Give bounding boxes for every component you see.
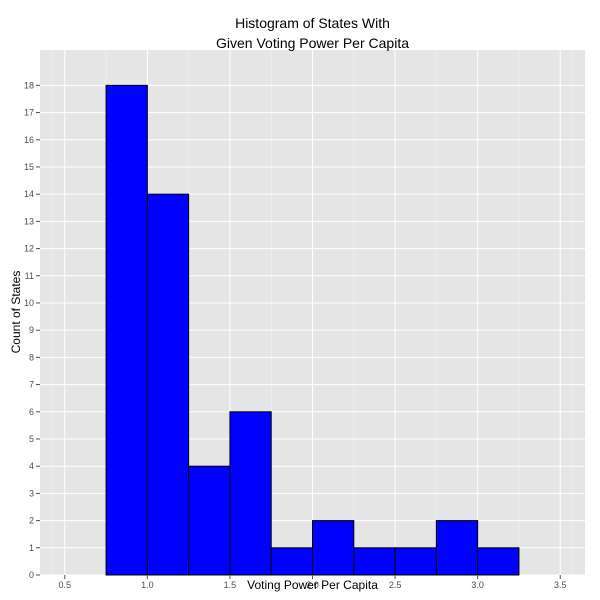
histogram-bar-8 (394, 547, 437, 576)
x-axis-label: Voting Power Per Capita (247, 578, 378, 592)
chart-title-line-1: Histogram of States With (235, 15, 390, 31)
x-tick-label-3.5: 3.5 (554, 580, 567, 590)
x-tick-label-0.5: 0.5 (59, 580, 72, 590)
histogram-bar-4 (229, 411, 272, 576)
histogram-bar-10 (477, 547, 520, 576)
histogram-bar-7 (353, 547, 396, 576)
y-tick-label-0: 0 (29, 570, 34, 580)
y-tick-label-8: 8 (29, 352, 34, 362)
histogram-bar-1 (105, 84, 148, 576)
x-tick-label-2.5: 2.5 (389, 580, 402, 590)
y-tick-label-18: 18 (24, 80, 34, 90)
y-tick-label-10: 10 (24, 298, 34, 308)
y-tick-label-14: 14 (24, 189, 34, 199)
x-tick-label-3.0: 3.0 (471, 580, 484, 590)
x-tick-label-2.0: 2.0 (306, 580, 319, 590)
y-tick-label-9: 9 (29, 325, 34, 335)
y-tick-label-17: 17 (24, 108, 34, 118)
y-tick-label-15: 15 (24, 162, 34, 172)
histogram-bar-3 (188, 465, 231, 576)
histogram-bar-6 (312, 520, 355, 576)
y-tick-label-13: 13 (24, 216, 34, 226)
y-tick-label-12: 12 (24, 244, 34, 254)
x-axis: 0.5 1.0 1.5 2.0 2.5 3.0 3.5 (59, 575, 567, 590)
y-tick-label-6: 6 (29, 407, 34, 417)
x-tick-label-1.5: 1.5 (224, 580, 237, 590)
y-axis-label: Count of States (9, 271, 23, 354)
y-tick-label-3: 3 (29, 488, 34, 498)
y-tick-label-5: 5 (29, 434, 34, 444)
y-tick-label-4: 4 (29, 461, 34, 471)
y-tick-label-11: 11 (25, 271, 34, 281)
histogram-bar-5 (270, 547, 314, 576)
chart-title-line-2: Given Voting Power Per Capita (216, 35, 409, 51)
y-tick-label-2: 2 (29, 516, 34, 526)
histogram-bar-2 (146, 193, 190, 576)
y-tick-label-1: 1 (29, 543, 34, 553)
y-tick-label-7: 7 (29, 380, 34, 390)
y-tick-label-16: 16 (24, 135, 34, 145)
histogram-bar-9 (435, 520, 479, 576)
x-tick-label-1.0: 1.0 (141, 580, 154, 590)
bars (105, 84, 520, 576)
